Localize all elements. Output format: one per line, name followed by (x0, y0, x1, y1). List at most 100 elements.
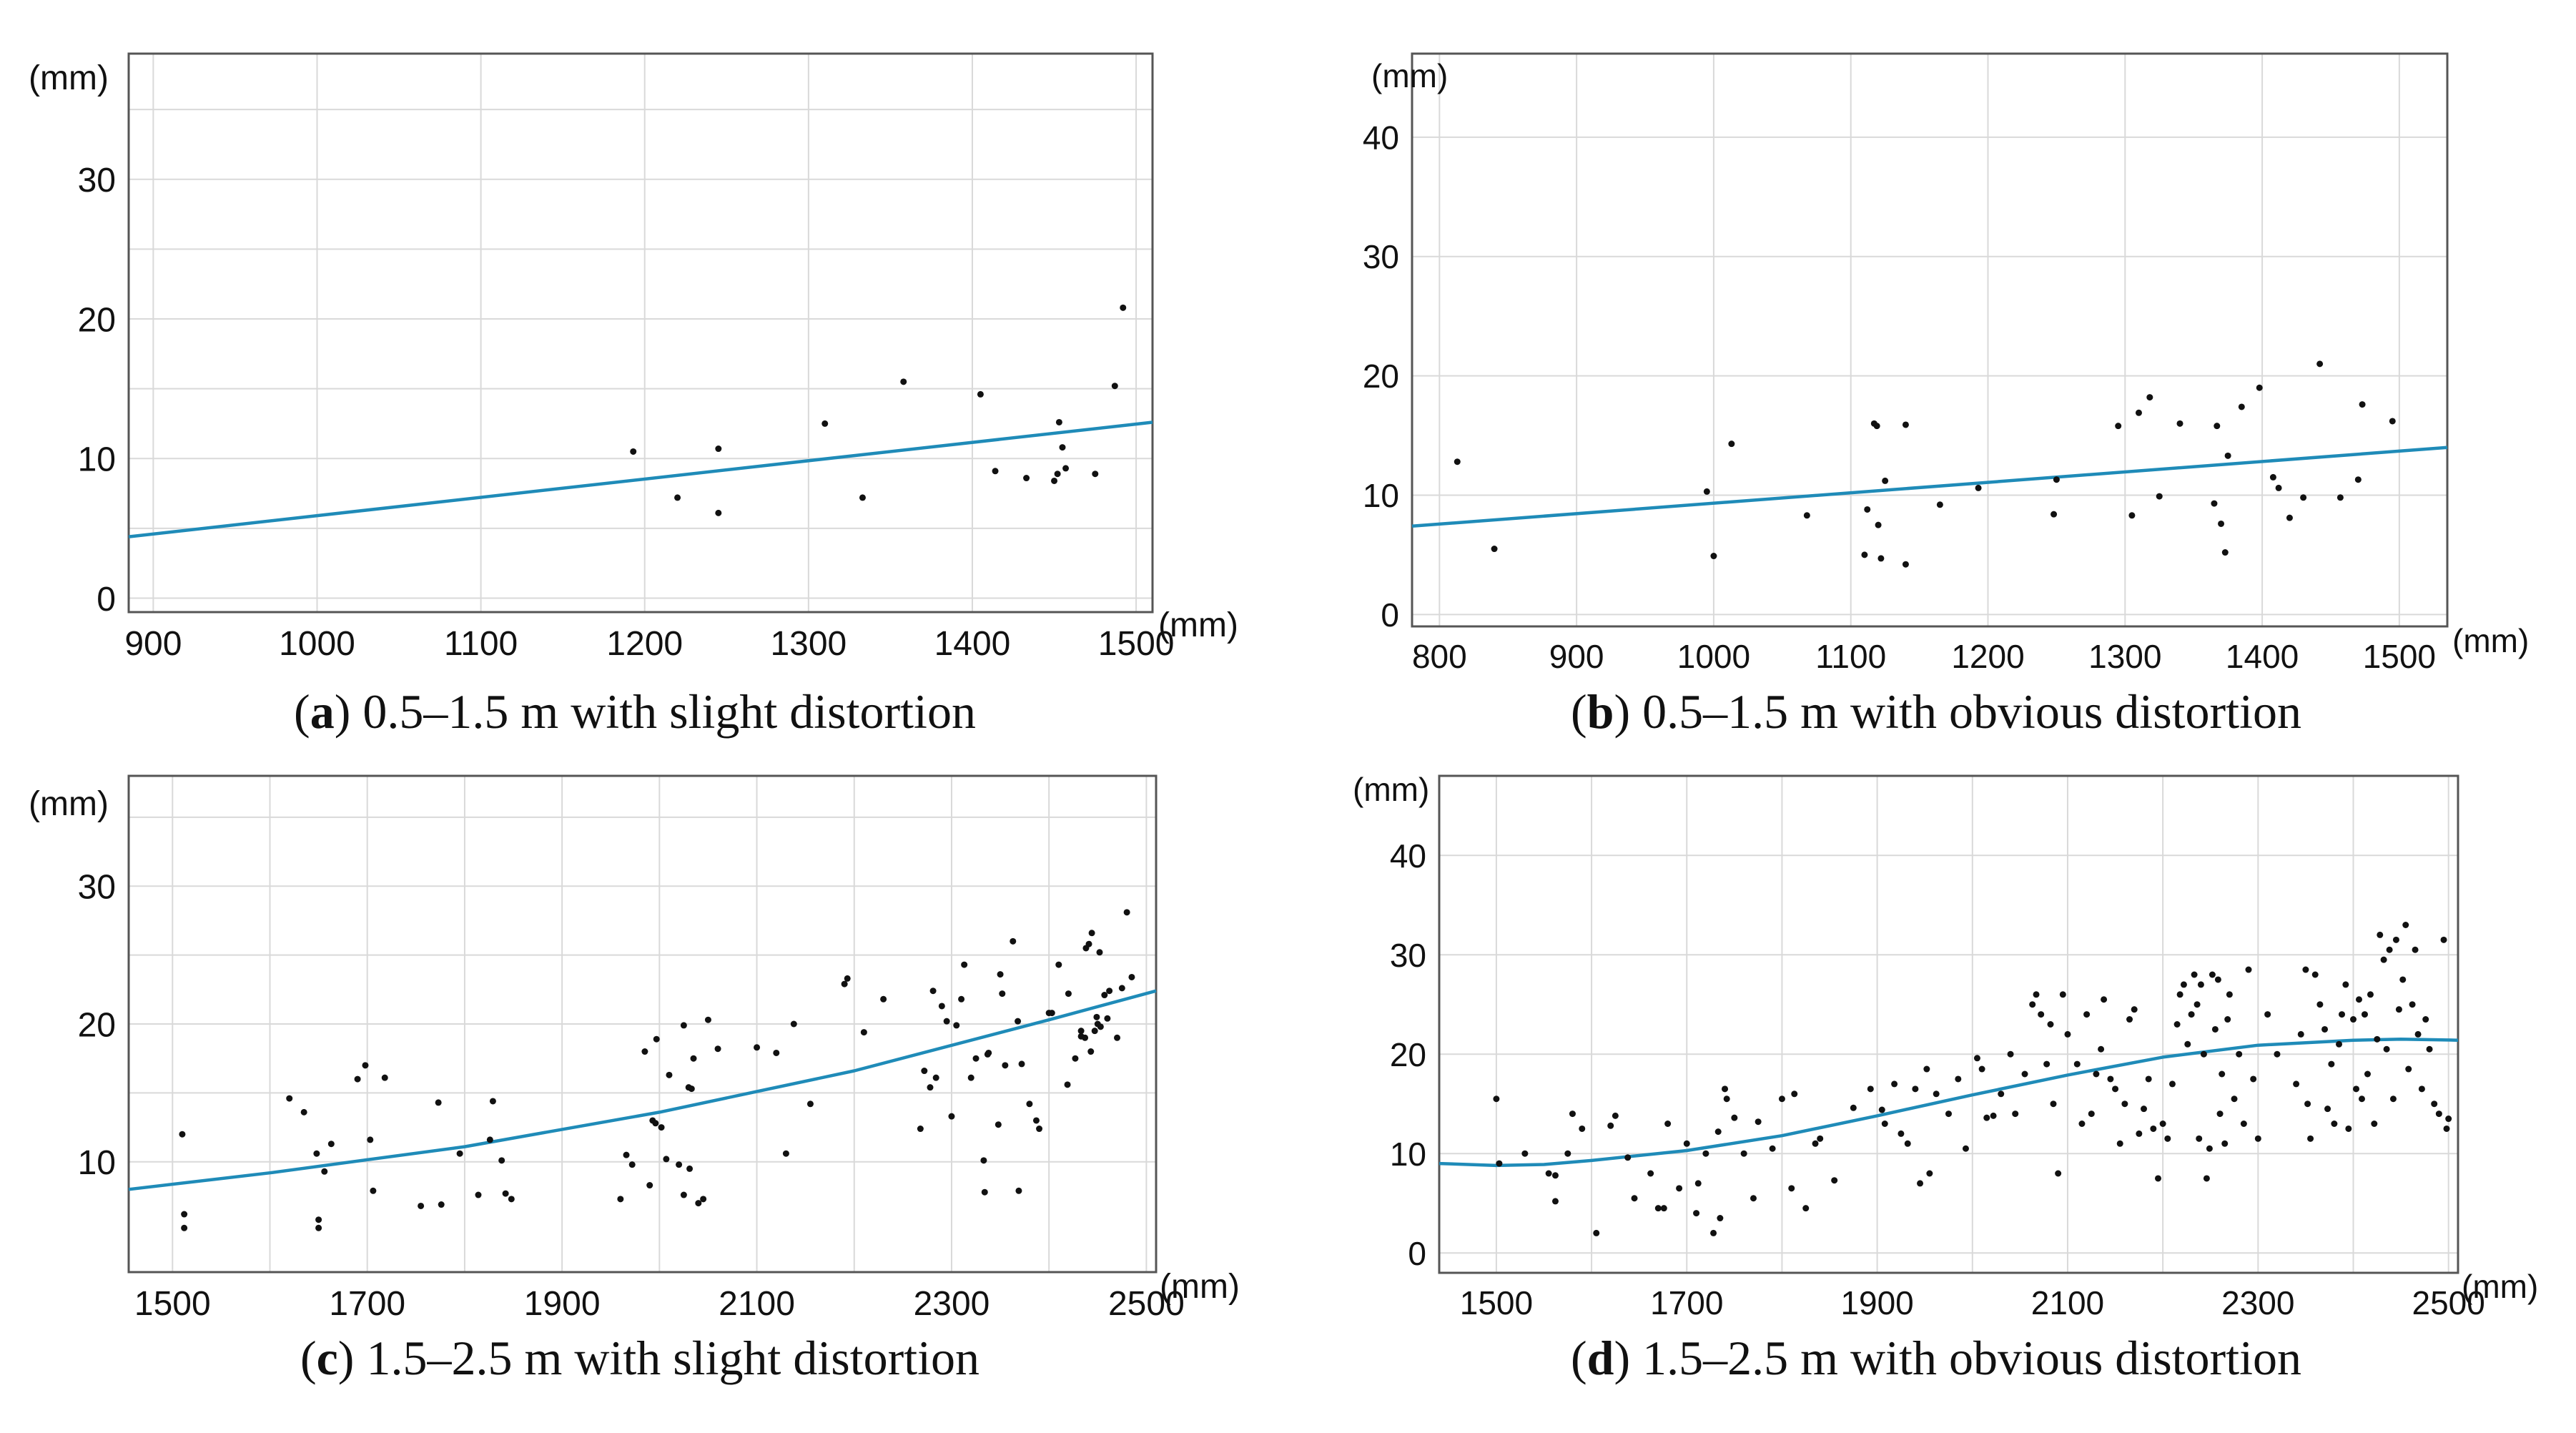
data-point (1703, 488, 1710, 495)
data-point (2221, 549, 2229, 556)
y-tick-label: 0 (97, 581, 116, 619)
y-unit-label: (mm) (1371, 57, 1448, 94)
y-tick-label: 20 (78, 301, 116, 339)
data-point (646, 1182, 653, 1189)
data-point (2311, 971, 2319, 978)
data-point (900, 378, 907, 385)
data-point (1051, 477, 1058, 484)
data-point (1728, 440, 1735, 448)
data-point (1093, 1013, 1100, 1020)
data-point (1769, 1145, 1776, 1152)
fit-curve (1411, 445, 2448, 528)
panel-caption: (d) 1.5–2.5 m with obvious distortion (1571, 1331, 2301, 1385)
data-point (2443, 1125, 2450, 1132)
data-point (1955, 1075, 1962, 1083)
data-point (1036, 1126, 1043, 1133)
data-point (961, 961, 968, 968)
data-point (2275, 484, 2282, 491)
data-point (844, 975, 851, 982)
x-tick-label: 2300 (2221, 1284, 2294, 1321)
data-point (658, 1124, 665, 1131)
data-point (2297, 1030, 2304, 1038)
data-point (1710, 553, 1717, 560)
data-point (2435, 1111, 2442, 1118)
data-point (1693, 1210, 1700, 1217)
data-point (2053, 476, 2060, 483)
data-point (977, 390, 984, 398)
data-point (641, 1048, 648, 1055)
data-point (1072, 1055, 1079, 1062)
data-point (435, 1099, 442, 1106)
data-point (2159, 1121, 2166, 1127)
data-point (2350, 1016, 2357, 1023)
x-tick-label: 2100 (2031, 1284, 2104, 1321)
data-point (456, 1150, 463, 1157)
data-point (2374, 1035, 2381, 1043)
data-point (1569, 1111, 1576, 1118)
data-point (1676, 1185, 1683, 1192)
data-point (2156, 493, 2163, 500)
plot-frame (127, 774, 1158, 1274)
y-unit-label: (mm) (29, 785, 109, 823)
data-point (1717, 1215, 1724, 1222)
data-point (1496, 1160, 1503, 1167)
data-point (943, 1018, 950, 1025)
fit-curve (128, 989, 1157, 1191)
data-point (1723, 1095, 1730, 1103)
data-point (2184, 1040, 2191, 1048)
data-point (1062, 465, 1070, 472)
data-point (2358, 1095, 2365, 1103)
data-point (1545, 1170, 1552, 1177)
data-point (790, 1020, 797, 1028)
data-point (688, 1085, 695, 1093)
data-point (1065, 990, 1072, 998)
data-point (2200, 1050, 2207, 1058)
data-point (1593, 1229, 1600, 1236)
data-point (2307, 1135, 2314, 1142)
x-tick-label: 1000 (1677, 638, 1750, 675)
data-point (1018, 1060, 1025, 1068)
data-point (1898, 1130, 1905, 1137)
chart-panel-d: 1500 1700 1900 2100 2300 2500 0 10 20 30 40 (mm) (mm… (1353, 771, 2538, 1385)
data-point (327, 1141, 335, 1148)
caption-paren-close: ) (338, 1331, 355, 1385)
data-point (2304, 1100, 2311, 1108)
data-point (1096, 949, 1103, 956)
data-point (381, 1074, 388, 1081)
data-point (2316, 1001, 2324, 1008)
data-point (2043, 1060, 2051, 1068)
data-point (2126, 1016, 2133, 1023)
x-tick-label: 1500 (2363, 638, 2436, 675)
x-unit-label: (mm) (2452, 622, 2529, 659)
data-point (1521, 1150, 1529, 1157)
caption-letter: d (1587, 1331, 1614, 1385)
fit-curve (1438, 1038, 2459, 1168)
data-point (2377, 931, 2384, 938)
data-point (1032, 1117, 1040, 1124)
data-point (2361, 1011, 2368, 1018)
data-point (2219, 1070, 2226, 1078)
data-point (2135, 409, 2142, 416)
data-point (2422, 1016, 2429, 1023)
x-tick-label: 1900 (524, 1285, 601, 1323)
y-unit-label: (mm) (1353, 771, 1429, 808)
data-point (1015, 1187, 1022, 1194)
y-tick-label: 20 (1390, 1036, 1426, 1073)
data-point (2412, 946, 2419, 953)
data-point (859, 494, 866, 501)
data-point (2216, 1111, 2224, 1118)
data-point (1026, 1100, 1033, 1108)
data-point (1714, 1128, 1722, 1136)
data-point (2078, 1121, 2086, 1127)
data-point (1664, 1121, 1672, 1127)
data-point (2218, 520, 2225, 527)
data-point (1861, 551, 1868, 558)
data-point (179, 1131, 186, 1138)
y-tick-label: 30 (1363, 238, 1399, 275)
data-point (2197, 981, 2204, 988)
data-point (999, 990, 1006, 998)
caption-paren-close: ) (1614, 1331, 1631, 1385)
data-point (2286, 514, 2293, 521)
data-point (1023, 475, 1030, 482)
data-point (508, 1196, 515, 1203)
